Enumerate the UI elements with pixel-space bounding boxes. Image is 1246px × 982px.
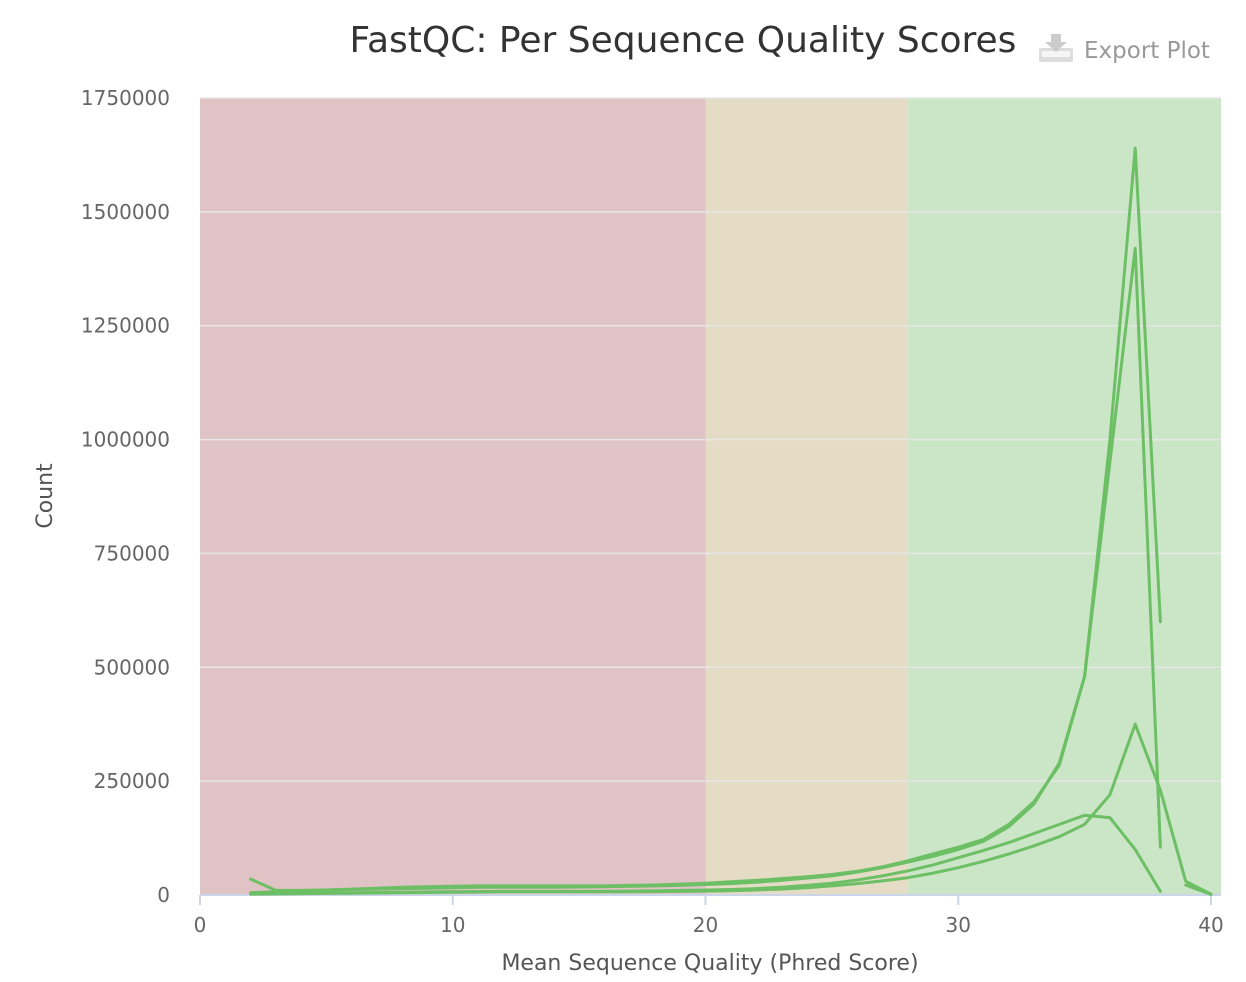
y-tick-label: 1250000	[81, 314, 170, 338]
band-fail	[200, 98, 706, 895]
series-line-2	[249, 246, 1162, 895]
export-plot-label: Export Plot	[1084, 38, 1210, 64]
y-tick-label: 1750000	[81, 86, 170, 110]
series-line-4	[249, 722, 1213, 896]
x-tick-label: 40	[1198, 913, 1223, 937]
y-tick-label: 1500000	[81, 200, 170, 224]
band-warn	[705, 98, 908, 895]
y-tick-label: 500000	[94, 655, 170, 679]
y-tick-label: 250000	[94, 769, 170, 793]
y-tick-label: 750000	[94, 541, 170, 565]
quality-bands	[200, 98, 1221, 895]
chart-title: FastQC: Per Sequence Quality Scores	[350, 20, 1017, 61]
export-plot-button[interactable]: Export Plot	[1039, 34, 1210, 64]
series-line-5	[1184, 883, 1213, 896]
x-tick-label: 20	[693, 913, 718, 937]
x-tick-label: 0	[194, 913, 207, 937]
x-tick-label: 30	[946, 913, 971, 937]
x-axis-label: Mean Sequence Quality (Phred Score)	[501, 951, 918, 976]
axes: 0 250000 500000 750000 1000000 1250000 1500000…	[81, 86, 1224, 937]
band-pass	[907, 98, 1221, 895]
series-lines	[249, 146, 1213, 896]
download-icon	[1039, 34, 1073, 62]
grid-lines	[200, 97, 1221, 782]
y-tick-label: 1000000	[81, 428, 170, 452]
y-axis-label: Count	[33, 463, 58, 529]
y-tick-label: 0	[157, 883, 170, 907]
x-tick-label: 10	[440, 913, 465, 937]
